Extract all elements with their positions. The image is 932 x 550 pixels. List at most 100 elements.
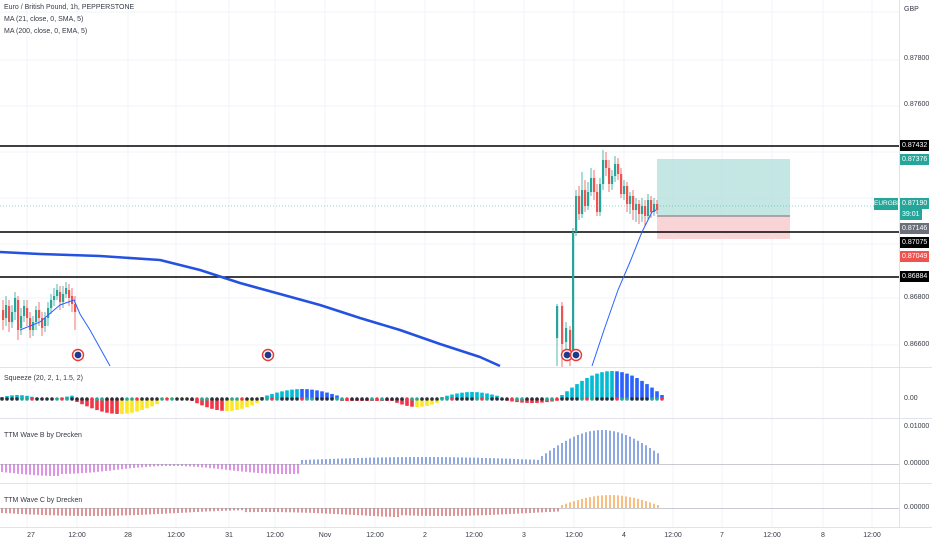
wave-c-axis-zero: 0.00000 [904,504,930,511]
squeeze-dot [655,397,659,401]
wave-b-histogram [0,430,899,476]
squeeze-dot [525,397,529,401]
squeeze-dot [185,397,189,401]
squeeze-bar [110,399,114,414]
time-axis-label: 28 [124,532,132,539]
candle-body [74,304,77,312]
squeeze-bar [430,399,434,405]
squeeze-dot [390,397,394,401]
squeeze-bar [315,390,319,399]
event-flag-icon [572,351,580,359]
squeeze-bar [595,373,599,399]
squeeze-bar [95,399,99,411]
candle-body [2,310,5,320]
squeeze-bar [130,399,134,413]
price-axis-label: 0.87800 [904,55,930,62]
squeeze-bar [100,399,104,412]
wave-b-title[interactable]: TTM Wave B by Drecken [4,432,82,439]
candle-body [584,190,587,206]
squeeze-dot [530,397,534,401]
position-zones[interactable] [0,159,899,239]
squeeze-dot [575,397,579,401]
squeeze-bar [410,399,414,407]
squeeze-bar [290,389,294,399]
squeeze-dot [270,397,274,401]
squeeze-dot [30,397,34,401]
squeeze-bar [650,387,654,399]
squeeze-bar [600,372,604,399]
level-tag-mid[interactable]: 0.87075 [900,237,930,248]
squeeze-dot [535,397,539,401]
event-flag-icon [563,351,571,359]
wave-c-histogram [0,495,899,518]
squeeze-bar [605,371,609,399]
squeeze-dot [225,397,229,401]
squeeze-bar [620,372,624,399]
squeeze-dot [625,397,629,401]
ma21-legend[interactable]: MA (21, close, 0, SMA, 5) [4,16,84,23]
squeeze-dot [475,397,479,401]
ma200-legend[interactable]: MA (200, close, 0, EMA, 5) [4,28,88,35]
squeeze-dot [460,397,464,401]
squeeze-dot [520,397,524,401]
candle-body [587,192,590,206]
squeeze-dot [290,397,294,401]
time-axis-label: 2 [423,532,427,539]
squeeze-dot [350,397,354,401]
level-tag-low[interactable]: 0.86884 [900,271,930,282]
squeeze-title[interactable]: Squeeze (20, 2, 1, 1.5, 2) [4,375,83,382]
time-axis-label: 4 [622,532,626,539]
entry-price-tag[interactable]: 0.87146 [900,223,930,234]
squeeze-bar [435,399,439,403]
candle-body [62,294,65,302]
squeeze-bar [415,399,419,407]
squeeze-dot [375,397,379,401]
squeeze-dot [470,397,474,401]
level-tag-top[interactable]: 0.87432 [900,140,930,151]
symbol-legend[interactable]: Euro / British Pound, 1h, PEPPERSTONE [4,4,135,11]
target-price-tag[interactable]: 0.87376 [900,154,930,165]
squeeze-dot [445,397,449,401]
squeeze-dot [490,397,494,401]
squeeze-bar [570,387,574,399]
squeeze-dot [400,397,404,401]
squeeze-dot [65,397,69,401]
squeeze-bar [475,392,479,399]
pane-dividers[interactable] [0,367,932,484]
squeeze-bar [200,399,204,406]
candle-body [626,186,629,204]
squeeze-dot [70,397,74,401]
squeeze-dot [75,397,79,401]
bar-countdown: 39:01 [900,209,922,220]
candle-body [611,176,614,184]
squeeze-dot [240,397,244,401]
squeeze-dot [595,397,599,401]
squeeze-dot [395,397,399,401]
stop-zone [657,216,790,239]
squeeze-bar [405,399,409,406]
candle-body [17,300,20,330]
candle-body [569,330,572,350]
event-flag-icon [74,351,82,359]
squeeze-dot [555,397,559,401]
candle-body [608,168,611,184]
squeeze-dot [605,397,609,401]
time-axis-label: 27 [27,532,35,539]
squeeze-dot [635,397,639,401]
horizontal-levels[interactable] [0,145,899,278]
stop-price-tag[interactable]: 0.87049 [900,251,930,262]
time-axis-label: 12:00 [763,532,781,539]
squeeze-dot [660,397,664,401]
squeeze-dot [35,397,39,401]
squeeze-dot [405,397,409,401]
event-flags[interactable] [71,348,583,362]
wave-c-title[interactable]: TTM Wave C by Drecken [4,497,83,504]
sma21-path [19,299,111,367]
squeeze-dot [310,397,314,401]
candle-body [29,318,32,330]
squeeze-bar [115,399,119,414]
squeeze-bar [580,380,584,399]
squeeze-bar [285,390,289,399]
